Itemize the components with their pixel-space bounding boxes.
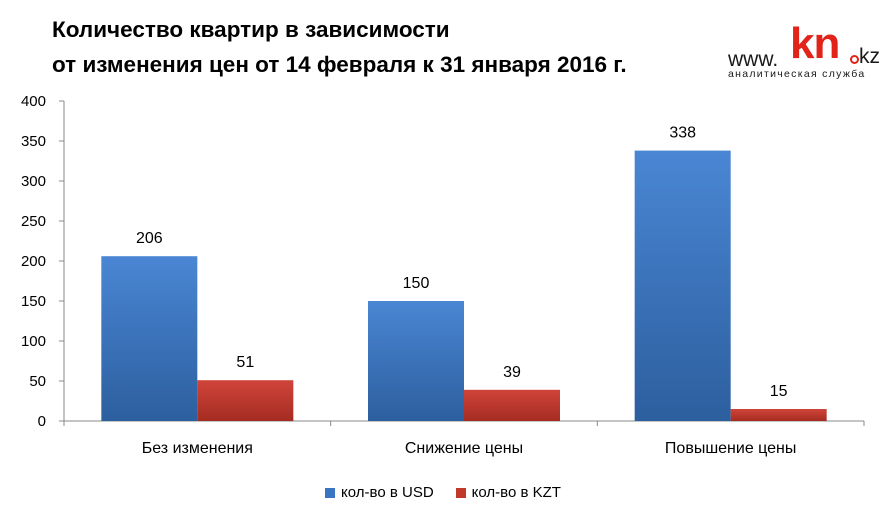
chart-title-line-2: от изменения цен от 14 февраля к 31 янва…: [52, 52, 627, 77]
x-category-label: Без изменения: [142, 440, 253, 457]
x-category-label: Снижение цены: [405, 440, 523, 457]
data-label-usd: 206: [136, 230, 163, 247]
y-tick-label: 100: [21, 333, 46, 350]
legend-item-kzt: кол-во в KZT: [455, 484, 561, 501]
legend-item-usd: кол-во в USD: [325, 484, 434, 501]
logo-kz: kz: [859, 45, 880, 68]
logo-subtitle: аналитическая служба: [728, 68, 866, 80]
y-tick-label: 400: [21, 93, 46, 110]
legend-swatch-kzt: [455, 487, 466, 498]
y-tick-label: 250: [21, 213, 46, 230]
y-tick-label: 150: [21, 293, 46, 310]
bar-usd: [368, 301, 464, 421]
chart-title-line-1: Количество квартир в зависимости: [52, 17, 450, 42]
y-tick-label: 50: [29, 373, 46, 390]
y-tick-label: 0: [38, 413, 46, 430]
data-label-usd: 338: [669, 125, 696, 142]
logo-dot-icon: [850, 55, 859, 64]
logo-kn: kn: [790, 19, 840, 68]
chart-title: Количество квартир в зависимости от изме…: [52, 12, 627, 82]
bar-kzt: [730, 409, 827, 421]
chart-legend: кол-во в USD кол-во в KZT: [0, 484, 886, 501]
bar-usd: [634, 150, 731, 421]
data-label-kzt: 39: [503, 364, 521, 381]
data-label-kzt: 51: [236, 354, 254, 371]
kn-logo: www. kn kz аналитическая служба: [722, 22, 886, 82]
chart-labels: Без изменения 206 51 Снижение цены 150 39 Повы…: [136, 125, 796, 457]
data-label-kzt: 15: [770, 383, 788, 400]
x-category-label: Повышение цены: [665, 440, 796, 457]
legend-swatch-usd: [325, 487, 336, 498]
bar-kzt: [197, 380, 294, 421]
bar-usd: [101, 256, 198, 421]
legend-label-kzt: кол-во в KZT: [471, 484, 561, 501]
data-label-usd: 150: [403, 275, 430, 292]
legend-label-usd: кол-во в USD: [341, 484, 434, 501]
bar-chart: 0 50 100 150 200 250 300 350 400 Без изменения 20…: [21, 93, 865, 457]
y-tick-label: 350: [21, 133, 46, 150]
bar-kzt: [464, 389, 560, 421]
chart-bars: [101, 150, 827, 421]
logo-www: www.: [728, 48, 779, 71]
y-tick-label: 300: [21, 173, 46, 190]
y-tick-label: 200: [21, 253, 46, 270]
